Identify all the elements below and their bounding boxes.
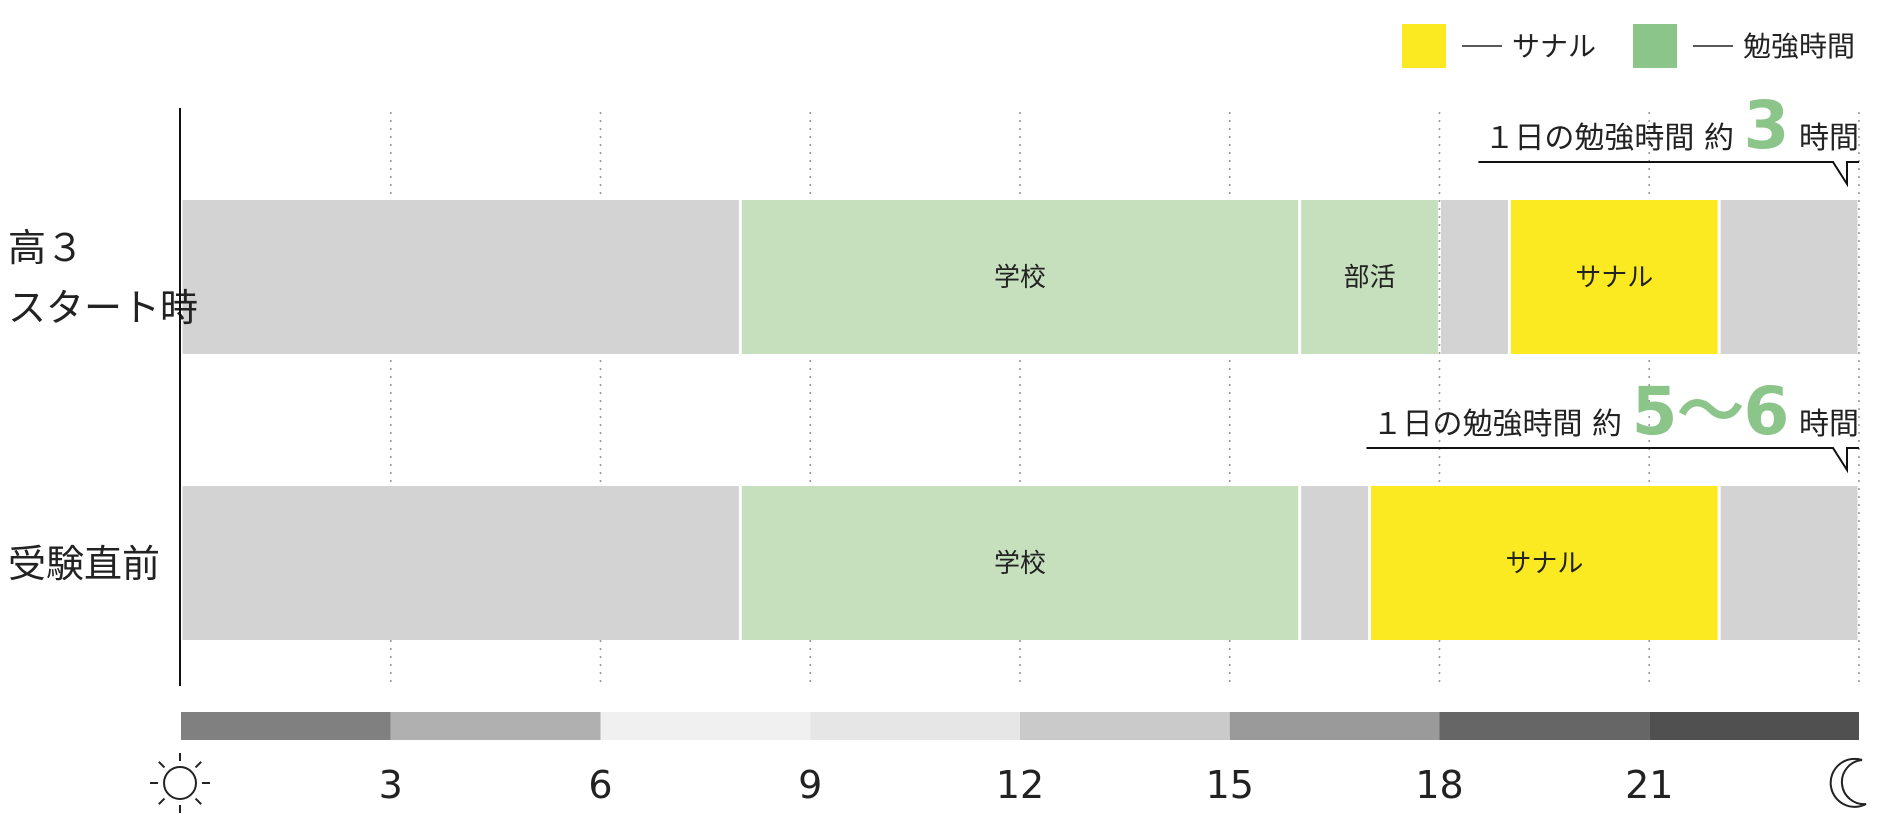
segment-label: 学校 — [994, 549, 1046, 579]
segment-other — [1720, 200, 1858, 354]
study-hours-note: １日の勉強時間 約 3 時間 — [1484, 87, 1859, 164]
legend-label: サナル — [1512, 30, 1596, 63]
band-block — [1649, 712, 1859, 740]
moon-icon — [1829, 757, 1867, 808]
tick-label: 21 — [1625, 763, 1673, 807]
band-block — [810, 712, 1020, 740]
row-label: 高３ — [8, 226, 84, 270]
segment-other — [182, 200, 739, 354]
time-of-day-band — [181, 712, 1859, 740]
segment-sanaru — [1371, 486, 1718, 640]
tick-label: 6 — [588, 763, 612, 807]
segment-other — [1441, 200, 1508, 354]
x-axis-ticks: 3 6 9 12 15 18 21 — [150, 753, 1867, 813]
segment-label: 学校 — [994, 263, 1046, 293]
band-block — [390, 712, 601, 740]
segment-other — [182, 486, 739, 640]
band-block — [181, 712, 391, 740]
legend-item: サナル — [1402, 24, 1596, 68]
tick-label: 15 — [1206, 763, 1254, 807]
segment-label: サナル — [1575, 263, 1653, 293]
row-label: スタート時 — [8, 286, 198, 330]
legend-item: 勉強時間 — [1633, 24, 1855, 68]
segment-other — [1720, 486, 1858, 640]
study-hours-note: １日の勉強時間 約 5～6 時間 — [1373, 373, 1859, 450]
band-block — [1439, 712, 1650, 740]
note-callout-line — [1366, 447, 1859, 474]
legend-label: 勉強時間 — [1743, 30, 1855, 63]
note-callout-line — [1478, 161, 1859, 188]
segment-other — [1301, 486, 1369, 640]
tick-label: 3 — [379, 763, 403, 807]
band-block — [1020, 712, 1230, 740]
segment-school — [741, 200, 1299, 354]
legend-swatch — [1402, 24, 1446, 68]
segment-sanaru — [1510, 200, 1718, 354]
tick-label: 9 — [798, 763, 822, 807]
segment-school — [741, 486, 1299, 640]
segment-label: 部活 — [1344, 263, 1396, 293]
tick-label: 18 — [1415, 763, 1463, 807]
segment-label: サナル — [1505, 549, 1583, 579]
legend-swatch — [1633, 24, 1677, 68]
tick-label: 12 — [996, 763, 1044, 807]
sun-icon — [150, 753, 210, 813]
band-block — [600, 712, 811, 740]
legend: サナル 勉強時間 — [1402, 24, 1855, 68]
segment-school — [1301, 200, 1438, 354]
study-time-notes: １日の勉強時間 約 3 時間 １日の勉強時間 約 5～6 時間 — [1366, 87, 1859, 474]
band-block — [1229, 712, 1440, 740]
row-label: 受験直前 — [8, 542, 160, 586]
